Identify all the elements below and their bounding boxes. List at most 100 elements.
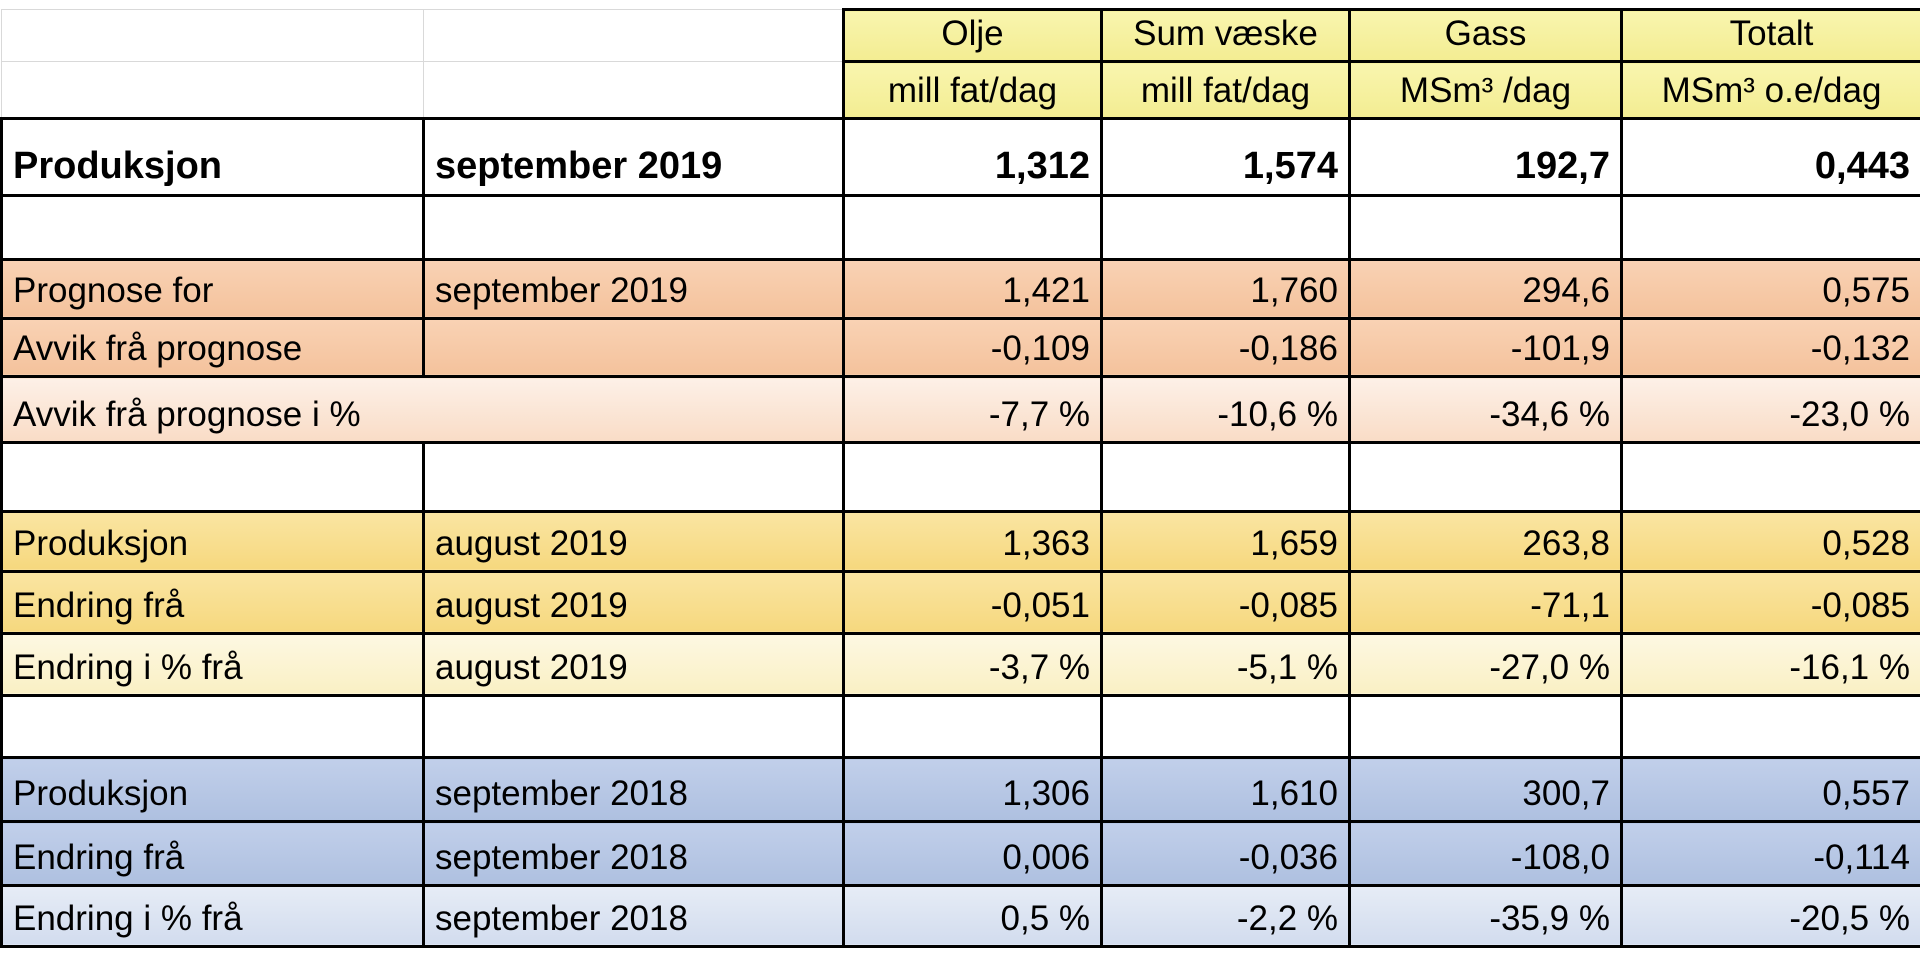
row-production-prev-year: Produksjon september 2018 1,306 1,610 30… (0, 756, 1920, 824)
col-header-totalt[interactable]: Totalt (1620, 7, 1920, 64)
production-prev-year-gass[interactable]: 300,7 (1348, 756, 1623, 824)
empty-cell[interactable] (1100, 694, 1351, 760)
change-pct-prev-year-label[interactable]: Endring i % frå (0, 883, 425, 949)
row-production-current: Produksjon september 2019 1,312 1,574 19… (0, 117, 1920, 197)
change-prev-month-totalt[interactable]: -0,085 (1620, 569, 1920, 635)
change-prev-year-sum-vaeske[interactable]: -0,036 (1100, 820, 1351, 887)
change-prev-month-olje[interactable]: -0,051 (842, 569, 1103, 635)
change-pct-prev-year-gass[interactable]: -35,9 % (1348, 883, 1623, 949)
corner-cell[interactable] (1, 61, 424, 120)
change-prev-year-gass[interactable]: -108,0 (1348, 820, 1623, 887)
production-prev-month-olje[interactable]: 1,363 (842, 509, 1103, 573)
deviation-pct-sum-vaeske[interactable]: -10,6 % (1100, 375, 1351, 445)
change-pct-prev-month-sum-vaeske[interactable]: -5,1 % (1100, 631, 1351, 698)
spacer-row-3 (0, 694, 1920, 760)
change-pct-prev-year-period[interactable]: september 2018 (422, 883, 845, 949)
empty-cell[interactable] (422, 193, 845, 261)
deviation-totalt[interactable]: -0,132 (1620, 316, 1920, 379)
empty-cell[interactable] (842, 694, 1103, 760)
col-unit-olje[interactable]: mill fat/dag (842, 60, 1103, 121)
change-prev-month-sum-vaeske[interactable]: -0,085 (1100, 569, 1351, 635)
production-table: Olje Sum væske Gass Totalt mill fat/dag … (0, 7, 1920, 949)
change-prev-year-olje[interactable]: 0,006 (842, 820, 1103, 887)
production-prev-year-label[interactable]: Produksjon (0, 756, 425, 824)
header-unit-row: mill fat/dag mill fat/dag MSm³ /dag MSm³… (1, 60, 1920, 121)
production-prev-month-gass[interactable]: 263,8 (1348, 509, 1623, 573)
empty-cell[interactable] (0, 694, 425, 760)
deviation-pct-gass[interactable]: -34,6 % (1348, 375, 1623, 445)
change-prev-month-gass[interactable]: -71,1 (1348, 569, 1623, 635)
production-prev-year-totalt[interactable]: 0,557 (1620, 756, 1920, 824)
row-forecast: Prognose for september 2019 1,421 1,760 … (0, 257, 1920, 320)
forecast-sum-vaeske[interactable]: 1,760 (1100, 257, 1351, 320)
change-prev-month-label[interactable]: Endring frå (0, 569, 425, 635)
change-pct-prev-year-olje[interactable]: 0,5 % (842, 883, 1103, 949)
production-prev-month-label[interactable]: Produksjon (0, 509, 425, 573)
change-prev-year-totalt[interactable]: -0,114 (1620, 820, 1920, 887)
empty-cell[interactable] (1100, 441, 1351, 513)
production-prev-year-sum-vaeske[interactable]: 1,610 (1100, 756, 1351, 824)
col-header-gass[interactable]: Gass (1348, 7, 1623, 64)
empty-cell[interactable] (842, 193, 1103, 261)
empty-cell[interactable] (1348, 694, 1623, 760)
production-prev-month-period[interactable]: august 2019 (422, 509, 845, 573)
change-pct-prev-month-totalt[interactable]: -16,1 % (1620, 631, 1920, 698)
corner-cell[interactable] (423, 61, 844, 120)
production-current-label[interactable]: Produksjon (0, 117, 425, 197)
production-current-gass[interactable]: 192,7 (1348, 117, 1623, 197)
forecast-period[interactable]: september 2019 (422, 257, 845, 320)
production-current-period[interactable]: september 2019 (422, 117, 845, 197)
deviation-olje[interactable]: -0,109 (842, 316, 1103, 379)
change-pct-prev-month-olje[interactable]: -3,7 % (842, 631, 1103, 698)
production-prev-year-period[interactable]: september 2018 (422, 756, 845, 824)
col-unit-totalt[interactable]: MSm³ o.e/dag (1620, 60, 1920, 121)
empty-cell[interactable] (1348, 441, 1623, 513)
deviation-sum-vaeske[interactable]: -0,186 (1100, 316, 1351, 379)
deviation-label[interactable]: Avvik frå prognose (0, 316, 425, 379)
empty-cell[interactable] (1348, 193, 1623, 261)
empty-cell[interactable] (0, 193, 425, 261)
production-prev-year-olje[interactable]: 1,306 (842, 756, 1103, 824)
col-header-sum-vaeske[interactable]: Sum væske (1100, 7, 1351, 64)
deviation-gass[interactable]: -101,9 (1348, 316, 1623, 379)
change-prev-year-label[interactable]: Endring frå (0, 820, 425, 887)
empty-cell[interactable] (0, 441, 425, 513)
production-current-sum-vaeske[interactable]: 1,574 (1100, 117, 1351, 197)
row-deviation-pct: Avvik frå prognose i % -7,7 % -10,6 % -3… (0, 375, 1920, 445)
change-prev-year-period[interactable]: september 2018 (422, 820, 845, 887)
forecast-label[interactable]: Prognose for (0, 257, 425, 320)
deviation-period[interactable] (422, 316, 845, 379)
change-pct-prev-month-period[interactable]: august 2019 (422, 631, 845, 698)
col-unit-gass[interactable]: MSm³ /dag (1348, 60, 1623, 121)
change-pct-prev-year-totalt[interactable]: -20,5 % (1620, 883, 1920, 949)
empty-cell[interactable] (422, 694, 845, 760)
row-change-prev-month: Endring frå august 2019 -0,051 -0,085 -7… (0, 569, 1920, 635)
row-change-pct-prev-year: Endring i % frå september 2018 0,5 % -2,… (0, 883, 1920, 949)
change-pct-prev-year-sum-vaeske[interactable]: -2,2 % (1100, 883, 1351, 949)
forecast-totalt[interactable]: 0,575 (1620, 257, 1920, 320)
empty-cell[interactable] (842, 441, 1103, 513)
change-pct-prev-month-gass[interactable]: -27,0 % (1348, 631, 1623, 698)
production-current-olje[interactable]: 1,312 (842, 117, 1103, 197)
corner-cell[interactable] (1, 8, 424, 63)
row-deviation: Avvik frå prognose -0,109 -0,186 -101,9 … (0, 316, 1920, 379)
col-header-olje[interactable]: Olje (842, 7, 1103, 64)
change-prev-month-period[interactable]: august 2019 (422, 569, 845, 635)
forecast-gass[interactable]: 294,6 (1348, 257, 1623, 320)
production-prev-month-sum-vaeske[interactable]: 1,659 (1100, 509, 1351, 573)
empty-cell[interactable] (1100, 193, 1351, 261)
empty-cell[interactable] (422, 441, 845, 513)
change-pct-prev-month-label[interactable]: Endring i % frå (0, 631, 425, 698)
deviation-pct-totalt[interactable]: -23,0 % (1620, 375, 1920, 445)
empty-cell[interactable] (1620, 193, 1920, 261)
col-unit-sum-vaeske[interactable]: mill fat/dag (1100, 60, 1351, 121)
corner-cell[interactable] (423, 8, 844, 63)
empty-cell[interactable] (1620, 441, 1920, 513)
production-current-totalt[interactable]: 0,443 (1620, 117, 1920, 197)
deviation-pct-label[interactable]: Avvik frå prognose i % (0, 375, 845, 445)
forecast-olje[interactable]: 1,421 (842, 257, 1103, 320)
empty-cell[interactable] (1620, 694, 1920, 760)
deviation-pct-olje[interactable]: -7,7 % (842, 375, 1103, 445)
production-prev-month-totalt[interactable]: 0,528 (1620, 509, 1920, 573)
